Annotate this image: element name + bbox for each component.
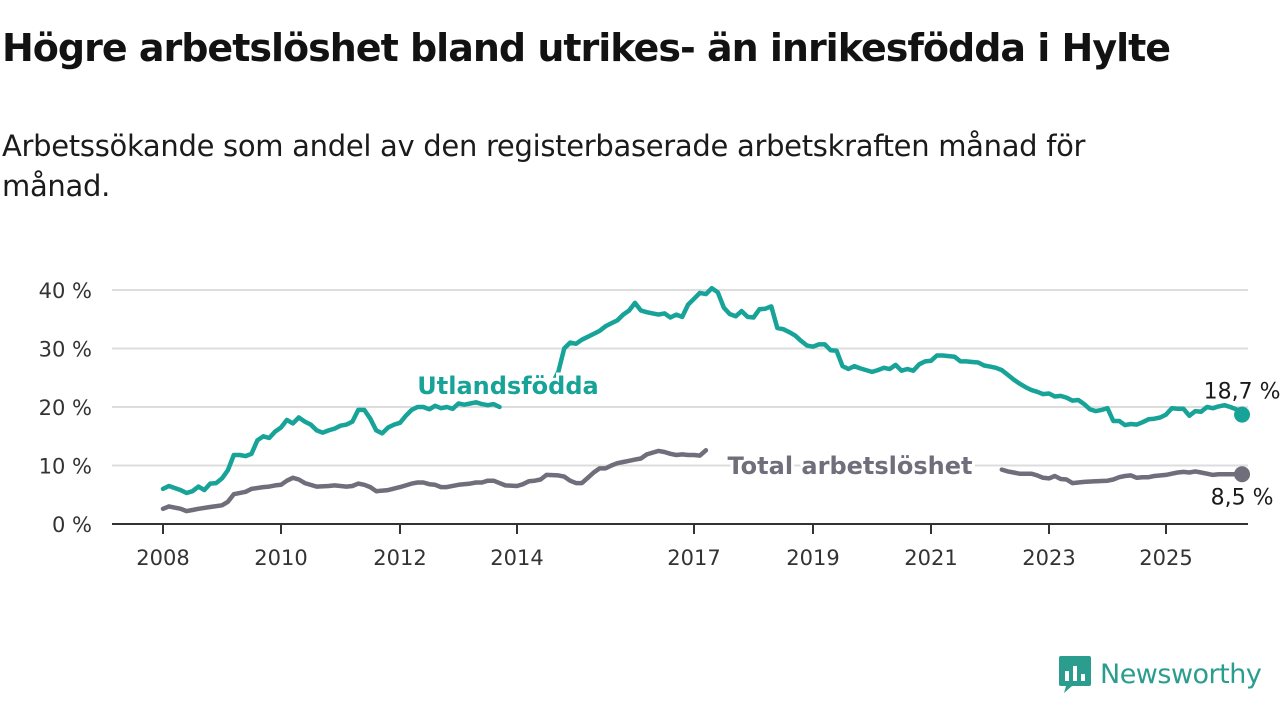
series-end-value-label: 8,5 % [1211,485,1274,510]
y-tick-label: 0 % [52,513,92,537]
y-tick-label: 30 % [39,338,92,362]
y-tick-label: 40 % [39,279,92,303]
series-line-utlandsfödda [160,400,502,496]
brand-name: Newsworthy [1100,658,1262,690]
x-tick-label: 2019 [786,546,839,570]
chart-subtitle: Arbetssökande som andel av den registerb… [2,129,1086,203]
series-name-label: Utlandsfödda [417,372,598,400]
y-tick-label: 20 % [39,396,92,420]
axes: 0 % 10 % 20 % 30 % 40 % 2008 2010 2012 2014 2017 2… [39,279,1248,570]
series-line-total-arbetslöshet [999,467,1245,486]
gridlines [112,289,1248,467]
x-tick-label: 2012 [373,546,426,570]
x-tick-label: 2010 [254,546,307,570]
x-tick-label: 2021 [904,546,957,570]
newsworthy-logo-icon [1059,656,1091,693]
y-tick-label: 10 % [39,455,92,479]
series-name-label: Total arbetslöshet [727,452,972,480]
x-tick-label: 2017 [667,546,720,570]
series-line-utlandsfödda [550,285,1245,428]
series-labels: 18,7 % Utlandsfödda 8,5 % Total arbetslöshe… [414,369,1280,510]
series-lines [160,285,1251,514]
x-tick-label: 2025 [1139,546,1192,570]
series-line-total-arbetslöshet [160,448,709,514]
x-tick-label: 2008 [136,546,189,570]
series-end-marker [1234,406,1251,423]
x-tick-label: 2023 [1022,546,1075,570]
newsworthy-logo: Newsworthy [1058,654,1262,694]
series-end-marker [1234,466,1251,483]
series-end-value-label: 18,7 % [1204,380,1280,405]
chart-title: Högre arbetslöshet bland utrikes- än inr… [2,26,1171,70]
x-tick-label: 2014 [490,546,543,570]
